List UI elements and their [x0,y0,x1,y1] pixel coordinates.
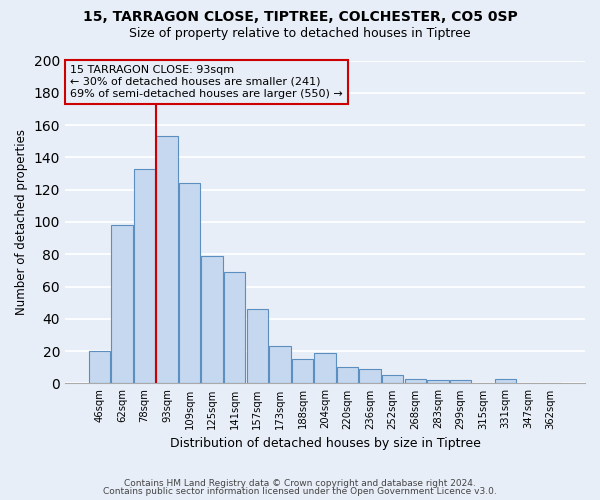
Text: Contains public sector information licensed under the Open Government Licence v3: Contains public sector information licen… [103,487,497,496]
Bar [314,353,335,384]
Bar [269,346,290,384]
Text: Size of property relative to detached houses in Tiptree: Size of property relative to detached ho… [129,28,471,40]
Text: 15 TARRAGON CLOSE: 93sqm
← 30% of detached houses are smaller (241)
69% of semi-: 15 TARRAGON CLOSE: 93sqm ← 30% of detach… [70,66,343,98]
Bar [495,378,516,384]
Text: 15, TARRAGON CLOSE, TIPTREE, COLCHESTER, CO5 0SP: 15, TARRAGON CLOSE, TIPTREE, COLCHESTER,… [83,10,517,24]
Bar [202,256,223,384]
Bar [111,225,133,384]
Text: Contains HM Land Registry data © Crown copyright and database right 2024.: Contains HM Land Registry data © Crown c… [124,478,476,488]
Bar [337,368,358,384]
Bar [156,136,178,384]
Bar [449,380,471,384]
Bar [89,351,110,384]
Bar [427,380,449,384]
Bar [404,378,426,384]
Bar [224,272,245,384]
Bar [382,376,403,384]
Y-axis label: Number of detached properties: Number of detached properties [15,129,28,315]
Bar [134,168,155,384]
X-axis label: Distribution of detached houses by size in Tiptree: Distribution of detached houses by size … [170,437,481,450]
Bar [247,309,268,384]
Bar [359,369,381,384]
Bar [292,359,313,384]
Bar [179,183,200,384]
